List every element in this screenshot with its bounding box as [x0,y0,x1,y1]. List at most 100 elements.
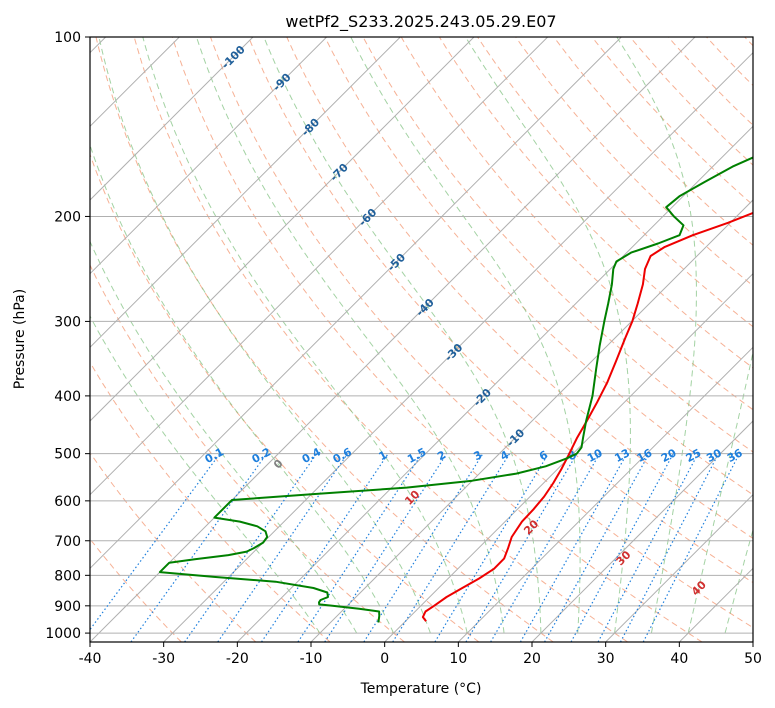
y-tick-label: 200 [54,209,81,225]
y-tick-label: 300 [54,314,81,330]
mixing-ratio-label: 4 [498,448,511,463]
mixing-ratio-label: 0.4 [300,445,324,466]
dry-adiabat [744,37,753,47]
mixing-ratio-label: 10 [585,446,605,465]
mixing-ratio-line [392,453,511,642]
dry-adiabat [90,451,257,642]
dry-adiabat [553,37,753,246]
axes: -40 -30 -20 -10 0 10 20 30 40 5010020030040050060… [45,30,762,667]
x-tick-label: -40 [79,651,102,667]
mixing-ratio-line [261,453,389,642]
isotherm-line [90,37,475,422]
moist-adiabat [724,528,753,634]
dry-adiabat [171,37,703,642]
dry-adiabat [515,37,753,287]
y-tick-label: 400 [54,389,81,405]
dry-adiabat [90,153,480,642]
moist-adiabat [196,37,505,634]
mixing-ratio-line [642,453,740,642]
x-tick-label: 50 [744,651,762,667]
moist-adiabat [90,315,321,634]
y-tick-label: 700 [54,534,81,550]
mixing-ratio-label: 0.1 [203,445,226,466]
dry-adiabat [90,264,405,642]
y-tick-label: 1000 [45,626,81,642]
moist-adiabat [90,143,395,634]
mixing-ratio-line [363,453,484,642]
mixing-ratio-line [217,453,349,642]
x-tick-label: -20 [226,651,249,667]
mixing-ratio-label: 0.6 [331,445,355,466]
dry-adiabat [400,37,753,411]
isotherm-line [90,37,328,275]
dewpoint-profile-line [158,156,753,623]
mixing-ratio-line [297,453,423,642]
mixing-ratio-label: 20 [659,446,679,465]
x-tick-label: 0 [380,651,389,667]
mixing-ratio-label: 1.5 [405,445,428,466]
y-axis-label: Pressure (hPa) [12,289,28,389]
isotherm-line [752,641,753,642]
y-tick-label: 100 [54,30,81,46]
dry-adiabat [133,37,628,642]
mixing-ratio-line [619,453,720,642]
isotherm-line [531,420,753,642]
dry-adiabat [362,37,753,453]
isotherm-line [163,51,753,642]
moist-adiabat [350,37,581,634]
moist-adiabat [90,240,358,634]
mixing-ratio-label: 30 [704,446,724,465]
mixing-ratio-label: 16 [635,446,655,465]
isotherm-line [90,37,549,496]
isotherm-line [678,567,753,642]
dry-adiabat [95,37,554,642]
moist-adiabat-label: 0 [271,457,286,472]
moist-adiabat-label: 10 [402,487,422,507]
mixing-ratio-line [324,453,448,642]
mixing-ratio-label: 36 [725,446,745,465]
mixing-ratio-label: 25 [684,446,704,465]
mixing-ratio-label: 13 [612,446,632,465]
mixing-ratio-line [519,453,628,642]
moist-adiabat [263,37,542,634]
moist-adiabat-label: 30 [614,548,634,568]
isotherm-line [90,37,254,201]
x-tick-label: 10 [449,651,467,667]
mixing-ratio-line [130,453,268,642]
x-tick-label: 40 [670,651,688,667]
mixing-ratio-label: 2 [435,448,448,463]
plot-area: 0.1 0.2 0.4 0.6 1 1.5 2 3 4 6 8 10 13 16 20 25 30 36-100-… [90,37,775,642]
y-tick-label: 800 [54,568,81,584]
x-tick-label: -10 [300,651,323,667]
dry-adiabat [210,37,753,629]
dry-adiabat [438,37,753,369]
dry-adiabat [668,37,753,126]
moist-adiabat [616,37,697,634]
mixing-ratio-line [597,453,699,642]
moist-adiabat [465,37,631,634]
mixing-ratio-label: 3 [472,448,485,463]
moist-adiabat [762,37,775,633]
plot-frame [89,36,754,643]
mixing-ratio-line [490,453,601,642]
isotherm-line [90,37,401,349]
moist-adiabat [687,349,753,634]
dry-adiabat [286,37,753,539]
temperature-profile-line [421,211,753,622]
y-tick-label: 500 [54,447,81,463]
y-tick-label: 900 [54,599,81,615]
x-axis-label: Temperature (°C) [360,681,482,697]
moist-adiabat-label: 40 [689,578,709,598]
x-tick-label: 20 [523,651,541,667]
dry-adiabat [629,37,753,166]
y-tick-label: 600 [54,494,81,510]
chart-title: wetPf2_S233.2025.243.05.29.E07 [285,12,556,32]
isotherm-line [605,493,753,642]
mixing-ratio-line [434,453,549,642]
x-tick-label: 30 [597,651,615,667]
mixing-ratio-line [465,453,578,642]
dry-adiabat [248,37,753,584]
mixing-ratio-label: 6 [537,448,550,463]
moist-adiabat [98,37,431,634]
